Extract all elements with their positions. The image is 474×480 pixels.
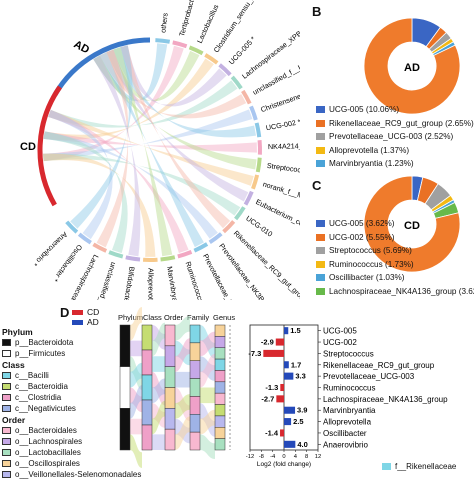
alluvial-node (165, 346, 175, 367)
alluvial-node (165, 388, 175, 409)
x-tick-label: -4 (270, 454, 276, 460)
fold-change-bar (276, 395, 284, 402)
alluvial-flow (130, 434, 142, 468)
bar-value-label: -1.3 (265, 383, 278, 392)
alluvial-node (142, 325, 152, 350)
alluvial-node (165, 367, 175, 388)
alluvial-node (190, 396, 200, 414)
alluvial-node (190, 343, 200, 361)
fold-change-bar (284, 327, 288, 334)
alluvial-node (215, 393, 225, 404)
alluvial-node (215, 348, 225, 359)
category-label: Oscillibacter (323, 429, 367, 438)
alluvial-node (215, 370, 225, 381)
alluvial-node (120, 367, 130, 409)
x-tick-label: -12 (246, 454, 254, 460)
x-axis-label: Log2 (fold change) (257, 461, 311, 468)
bar-value-label: 3.9 (297, 406, 307, 415)
alluvial-node (142, 425, 152, 450)
fold-change-bar (263, 350, 284, 357)
alluvial-node (215, 336, 225, 347)
alluvial-node (215, 405, 225, 416)
alluvial-node (190, 325, 200, 343)
alluvial-flow (130, 341, 142, 357)
category-label: UCG-002 (323, 338, 357, 347)
bar-value-label: -2.7 (261, 394, 274, 403)
alluvial-node (142, 350, 152, 375)
alluvial-node (215, 325, 225, 336)
alluvial-flow (200, 388, 215, 404)
bar-value-label: 2.5 (293, 417, 303, 426)
alluvial-node (215, 416, 225, 427)
fold-change-bar (280, 384, 284, 391)
fold-change-bar (284, 407, 295, 414)
family-legend-bottom: f__Rikenellaceae (382, 462, 456, 471)
category-label: Alloprevotella (323, 418, 372, 427)
fold-change-bar (280, 429, 284, 436)
bar-value-label: -7.3 (248, 349, 261, 358)
alluvial-node (142, 400, 152, 425)
fold-change-bar (284, 373, 293, 380)
alluvial-node (190, 361, 200, 379)
fold-change-bar (284, 361, 289, 368)
category-label: Lachnospiraceae_NK4A136_group (323, 395, 448, 404)
category-label: Streptococcus (323, 349, 374, 358)
x-tick-label: -8 (259, 454, 264, 460)
bar-value-label: 4.0 (297, 440, 307, 449)
alluvial-flow (152, 356, 165, 372)
bar-value-label: -1.4 (265, 428, 279, 437)
alluvial-node (165, 408, 175, 429)
alluvial-node (142, 375, 152, 400)
alluvial-flow (175, 316, 190, 341)
bar-value-label: 1.5 (290, 326, 300, 335)
alluvial-flow (152, 434, 165, 450)
alluvial-node (165, 429, 175, 450)
bar-value-label: -2.9 (261, 338, 274, 347)
alluvial-flow (200, 434, 215, 459)
category-label: Ruminococcus (323, 384, 375, 393)
alluvial-flow (175, 372, 190, 388)
family-swatch (382, 463, 391, 470)
alluvial-node (190, 379, 200, 397)
fold-change-bar (284, 441, 295, 448)
taxonomy-alluvial (120, 307, 230, 468)
alluvial-flow (130, 419, 142, 435)
category-label: Rikenellaceae_RC9_gut_group (323, 361, 435, 370)
category-label: Marvinbryantia (323, 406, 376, 415)
alluvial-node (215, 359, 225, 370)
bar-value-label: 1.7 (291, 360, 301, 369)
family-legend-label: f__Rikenellaceae (395, 462, 456, 471)
fold-change-bar (284, 418, 291, 425)
category-label: Anaerovibrio (323, 440, 368, 449)
x-tick-label: 4 (294, 454, 298, 460)
x-tick-label: 8 (305, 454, 308, 460)
x-tick-label: 0 (282, 454, 285, 460)
alluvial-node (120, 408, 130, 450)
alluvial-node (165, 325, 175, 346)
alluvial-node (190, 432, 200, 450)
category-label: Prevotellaceae_UCG-003 (323, 372, 415, 381)
alluvial-node (215, 382, 225, 393)
alluvial-flow (130, 307, 142, 341)
bar-value-label: 3.3 (295, 372, 305, 381)
fold-change-bar-chart: -12 -8 -4 0 4 8 12 Log2 (fold change) 1.5 UCG-005… (246, 325, 448, 468)
alluvial-node (190, 414, 200, 432)
category-label: UCG-005 (323, 327, 357, 336)
alluvial-node (120, 325, 130, 367)
fold-change-bar (276, 339, 284, 346)
alluvial-node (215, 427, 225, 438)
alluvial-node (215, 439, 225, 450)
x-tick-label: 12 (315, 454, 321, 460)
